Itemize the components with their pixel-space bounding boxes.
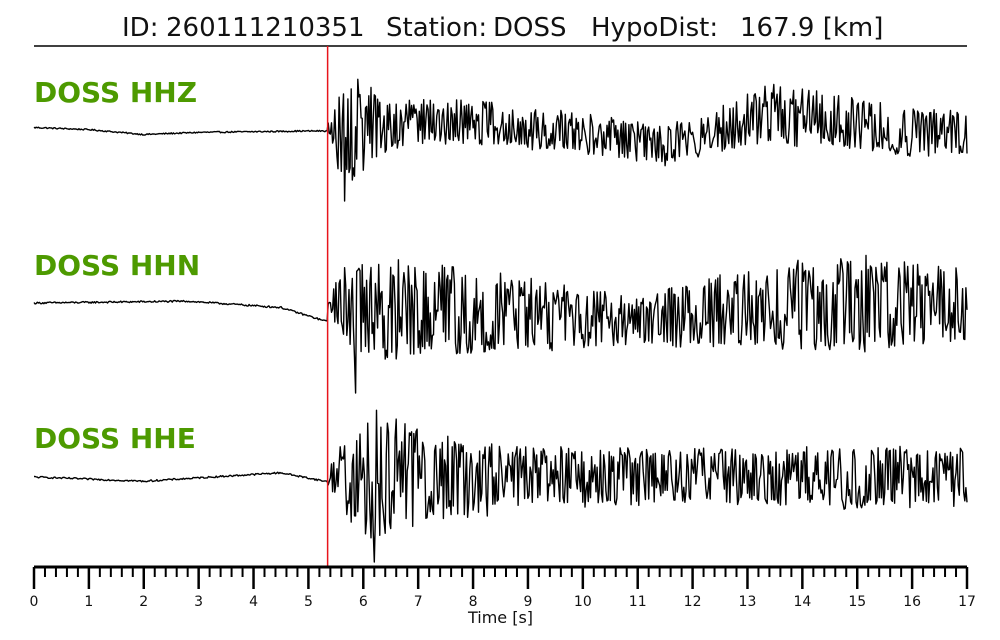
trace-label-2: DOSS HHN [34, 249, 200, 282]
trace-label-group: DOSS HHZ DOSS HHN DOSS HHE [34, 76, 200, 455]
title-distance-label: HypoDist: [591, 13, 718, 43]
title-distance-value: 167.9 [km] [740, 13, 883, 43]
x-tick-label: 13 [739, 594, 757, 610]
x-tick-label: 8 [469, 594, 478, 610]
title-station-label: Station: [386, 13, 487, 43]
x-tick-label: 10 [574, 594, 592, 610]
x-tick-label: 16 [903, 594, 921, 610]
x-tick-label: 11 [629, 594, 647, 610]
time-axis: 0 1 2 3 4 5 6 7 8 9 10 11 12 13 14 15 16 17 [30, 565, 976, 610]
x-tick-label: 0 [30, 594, 39, 610]
trace-line-3 [34, 409, 968, 563]
chart-title: ID: 260111210351 Station: DOSS HypoDist:… [122, 13, 883, 43]
x-axis-label: Time [s] [467, 608, 533, 627]
title-id-label: ID: [122, 13, 158, 43]
x-tick-label: 12 [684, 594, 702, 610]
x-tick-label: 14 [793, 594, 811, 610]
trace-line-1 [33, 78, 968, 202]
x-tick-label: 7 [414, 594, 423, 610]
x-tick-label: 3 [194, 594, 203, 610]
x-tick-label: 6 [359, 594, 368, 610]
trace-label-1: DOSS HHZ [34, 76, 197, 109]
x-tick-label: 17 [958, 594, 976, 610]
x-tick-label: 15 [848, 594, 866, 610]
x-tick-label: 5 [304, 594, 313, 610]
trace-line-2 [33, 254, 968, 394]
x-tick-label: 2 [139, 594, 148, 610]
title-station-value: DOSS [493, 13, 567, 43]
x-tick-label: 4 [249, 594, 258, 610]
title-id-value: 260111210351 [166, 13, 365, 43]
x-tick-label: 1 [84, 594, 93, 610]
trace-label-3: DOSS HHE [34, 422, 196, 455]
x-tick-label: 9 [523, 594, 532, 610]
trace-group [33, 78, 968, 563]
